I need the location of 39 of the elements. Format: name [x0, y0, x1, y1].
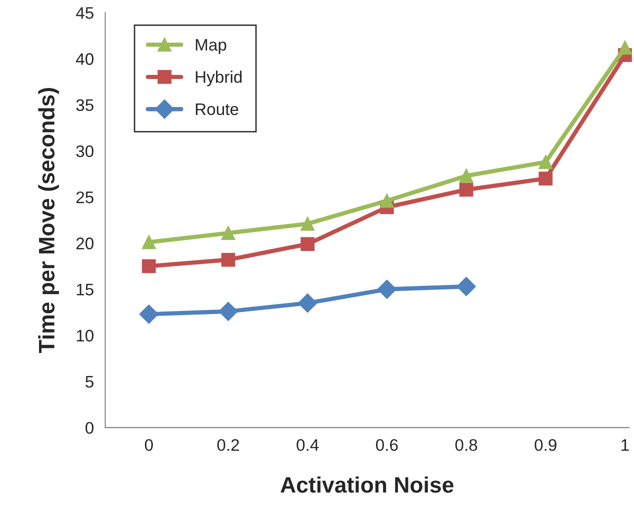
point [459, 182, 474, 197]
point [221, 226, 236, 240]
legend-label: Hybrid [196, 70, 242, 86]
y-tick-label: 10 [76, 330, 94, 342]
y-tick-label: 40 [76, 53, 94, 65]
x-tick-label: 0 [144, 439, 153, 451]
point [139, 304, 158, 324]
x-tick-label: 0.8 [455, 439, 478, 451]
point [538, 172, 553, 186]
x-tick-label: 0.6 [376, 439, 398, 451]
point [459, 168, 474, 183]
point [300, 237, 315, 252]
point [538, 155, 553, 169]
point [300, 216, 315, 231]
point [142, 259, 156, 274]
point [218, 302, 238, 321]
point [380, 194, 394, 208]
y-axis-title: Time per Move (seconds) [38, 88, 59, 354]
y-tick-label: 0 [86, 422, 94, 434]
y-tick-label: 20 [76, 238, 94, 250]
x-tick-label: 0.4 [296, 439, 319, 451]
point [298, 294, 318, 313]
point [456, 276, 476, 296]
y-tick-label: 5 [86, 376, 94, 388]
y-tick-label: 30 [76, 145, 94, 158]
y-tick-label: 35 [76, 99, 94, 112]
y-tick-label: 15 [76, 284, 94, 296]
y-tick-label: 45 [76, 7, 94, 19]
y-tick-label: 25 [76, 191, 94, 204]
point [618, 40, 632, 55]
legend-label: Route [196, 103, 238, 116]
point [142, 235, 156, 250]
x-axis-title: Activation Noise [280, 476, 454, 493]
point [221, 252, 236, 267]
legend-label: Map [196, 39, 226, 54]
x-tick-label: 1 [622, 439, 629, 451]
x-tick-label: 0.9 [534, 439, 556, 451]
x-tick-label: 0.2 [217, 439, 239, 451]
point [377, 280, 396, 299]
